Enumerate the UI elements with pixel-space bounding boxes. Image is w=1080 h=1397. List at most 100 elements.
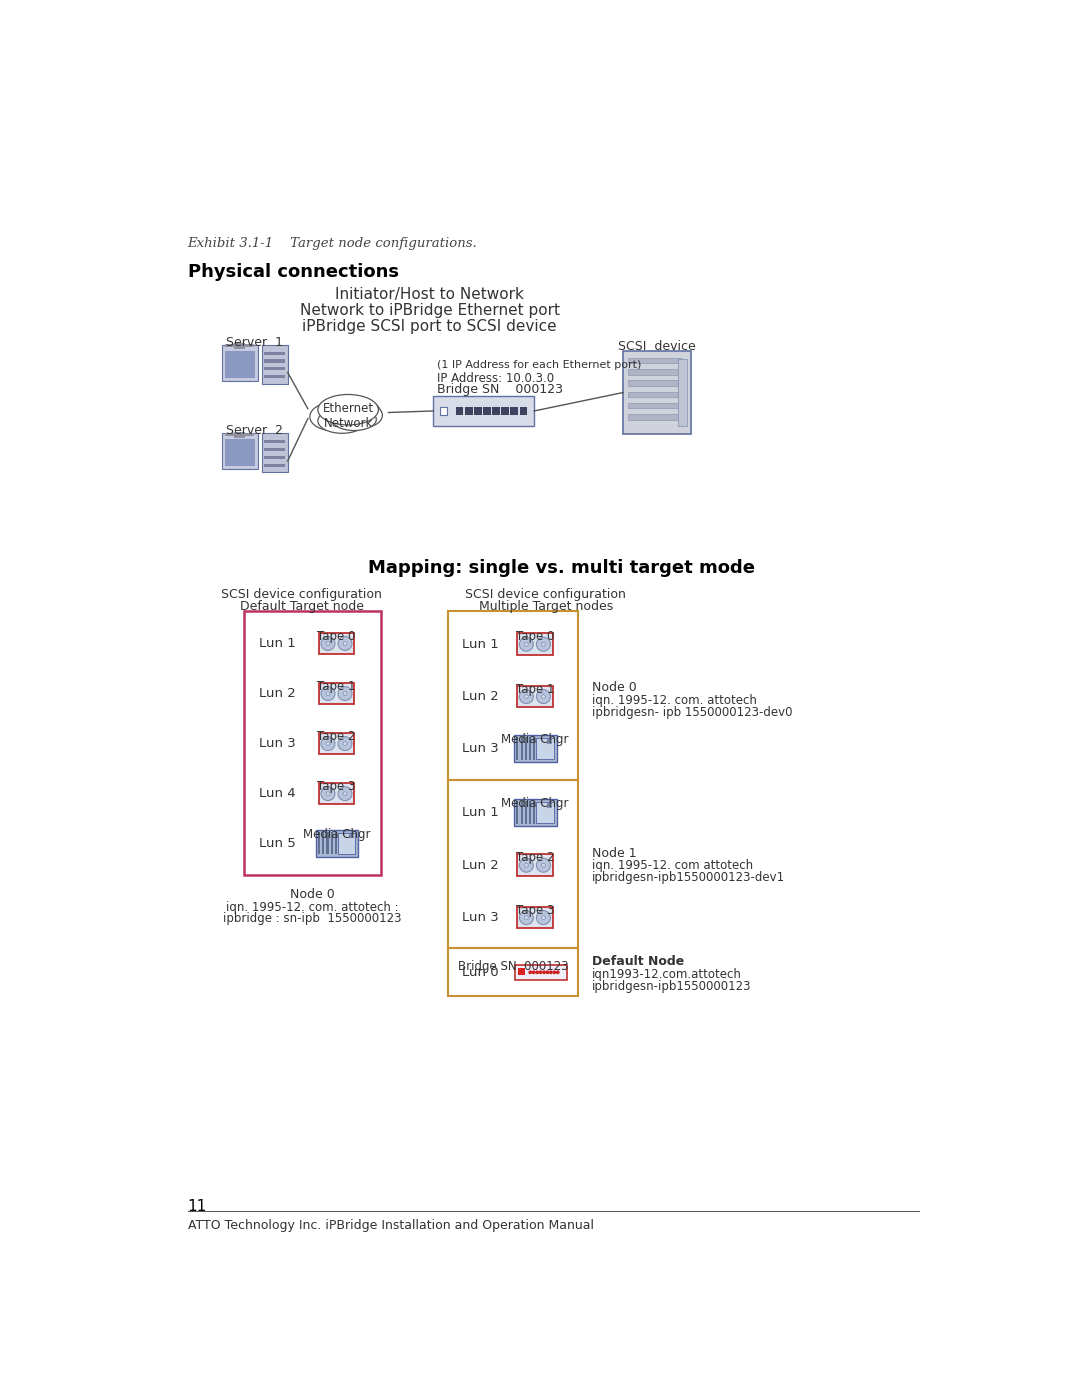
Text: Lun 2: Lun 2 xyxy=(462,690,499,703)
Text: Mapping: single vs. multi target mode: Mapping: single vs. multi target mode xyxy=(367,559,755,577)
Ellipse shape xyxy=(326,792,329,795)
Ellipse shape xyxy=(332,408,376,430)
Bar xyxy=(225,440,255,467)
Text: Multiple Target nodes: Multiple Target nodes xyxy=(478,599,612,613)
Bar xyxy=(517,686,553,707)
Bar xyxy=(514,799,556,826)
Bar xyxy=(265,352,285,355)
Ellipse shape xyxy=(536,971,539,974)
Bar xyxy=(315,830,359,856)
Bar xyxy=(627,369,680,374)
Ellipse shape xyxy=(338,637,352,651)
Ellipse shape xyxy=(310,402,354,430)
Ellipse shape xyxy=(343,641,347,645)
Text: SCSI device configuration: SCSI device configuration xyxy=(221,588,382,601)
Ellipse shape xyxy=(531,971,536,974)
Text: Tape 0: Tape 0 xyxy=(516,630,554,644)
Ellipse shape xyxy=(525,863,528,868)
Ellipse shape xyxy=(315,395,380,429)
Bar xyxy=(318,833,320,855)
Bar xyxy=(265,464,285,467)
Text: Lun 1: Lun 1 xyxy=(462,806,499,820)
Bar xyxy=(501,407,509,415)
Bar xyxy=(529,738,531,760)
Text: Bridge SN  000123: Bridge SN 000123 xyxy=(458,960,568,972)
Text: Bridge SN    000123: Bridge SN 000123 xyxy=(437,383,564,397)
Ellipse shape xyxy=(528,971,532,974)
Text: 11: 11 xyxy=(188,1200,207,1214)
Bar xyxy=(234,344,245,349)
Text: Lun 5: Lun 5 xyxy=(259,837,296,851)
Text: Server  2: Server 2 xyxy=(226,425,283,437)
Text: Exhibit 3.1-1    Target node configurations.: Exhibit 3.1-1 Target node configurations… xyxy=(188,237,477,250)
Bar xyxy=(627,391,680,397)
Bar xyxy=(525,802,527,824)
Text: Default Target node: Default Target node xyxy=(240,599,364,613)
Ellipse shape xyxy=(519,690,534,704)
Bar xyxy=(627,380,680,386)
Ellipse shape xyxy=(343,742,347,746)
Ellipse shape xyxy=(553,971,556,974)
Bar xyxy=(529,802,531,824)
Bar xyxy=(514,735,556,763)
Text: SCSI device configuration: SCSI device configuration xyxy=(465,588,626,601)
Text: Tape 0: Tape 0 xyxy=(318,630,355,643)
Text: Tape 1: Tape 1 xyxy=(318,680,355,693)
Bar xyxy=(517,968,525,975)
Ellipse shape xyxy=(321,686,335,700)
Bar xyxy=(319,683,354,704)
Bar xyxy=(330,833,333,855)
Text: Node 0: Node 0 xyxy=(291,887,335,901)
Bar xyxy=(226,344,255,346)
Bar xyxy=(534,738,536,760)
Bar xyxy=(265,455,285,458)
Text: Lun 2: Lun 2 xyxy=(259,687,296,700)
Ellipse shape xyxy=(537,637,551,651)
Bar xyxy=(515,964,567,979)
Text: Lun 2: Lun 2 xyxy=(462,859,499,872)
Text: Lun 1: Lun 1 xyxy=(259,637,296,650)
Bar xyxy=(537,738,554,759)
Text: Ethernet
Network: Ethernet Network xyxy=(323,401,374,430)
Text: Media Chgr: Media Chgr xyxy=(302,827,370,841)
Bar xyxy=(627,358,680,363)
Bar xyxy=(521,738,523,760)
Text: Lun 3: Lun 3 xyxy=(259,738,296,750)
Bar xyxy=(349,834,353,838)
Text: ipbridgesn-ipb1550000123: ipbridgesn-ipb1550000123 xyxy=(592,979,752,993)
Text: Tape 1: Tape 1 xyxy=(515,683,554,696)
Ellipse shape xyxy=(525,694,528,698)
Bar xyxy=(335,833,337,855)
Bar xyxy=(516,802,518,824)
Text: ipbridgesn-ipb1550000123-dev1: ipbridgesn-ipb1550000123-dev1 xyxy=(592,872,785,884)
Text: Tape 2: Tape 2 xyxy=(318,729,355,743)
Text: Lun 0: Lun 0 xyxy=(462,965,499,979)
Text: Tape 2: Tape 2 xyxy=(515,851,554,865)
Text: iqn1993-12.com.attotech: iqn1993-12.com.attotech xyxy=(592,968,742,981)
Ellipse shape xyxy=(343,692,347,696)
Ellipse shape xyxy=(556,971,559,974)
Text: iqn. 1995-12. com. attotech :: iqn. 1995-12. com. attotech : xyxy=(226,901,399,914)
Bar xyxy=(221,345,258,381)
Bar xyxy=(448,610,578,780)
Text: Physical connections: Physical connections xyxy=(188,263,399,281)
Ellipse shape xyxy=(537,690,551,704)
Text: iqn. 1995-12. com attotech: iqn. 1995-12. com attotech xyxy=(592,859,754,872)
Ellipse shape xyxy=(519,637,534,651)
Bar xyxy=(519,407,527,415)
Bar xyxy=(483,407,490,415)
Ellipse shape xyxy=(326,641,329,645)
Bar xyxy=(548,803,552,807)
Text: (1 IP Address for each Ethernet port): (1 IP Address for each Ethernet port) xyxy=(437,360,642,370)
Bar xyxy=(226,433,255,436)
Bar xyxy=(448,949,578,996)
Bar xyxy=(525,738,527,760)
Bar xyxy=(319,633,354,654)
Ellipse shape xyxy=(519,911,534,925)
Ellipse shape xyxy=(338,686,352,700)
Bar xyxy=(534,802,536,824)
Bar xyxy=(265,359,285,363)
Bar xyxy=(492,407,500,415)
Bar xyxy=(474,407,482,415)
Text: Server  1: Server 1 xyxy=(226,335,283,348)
